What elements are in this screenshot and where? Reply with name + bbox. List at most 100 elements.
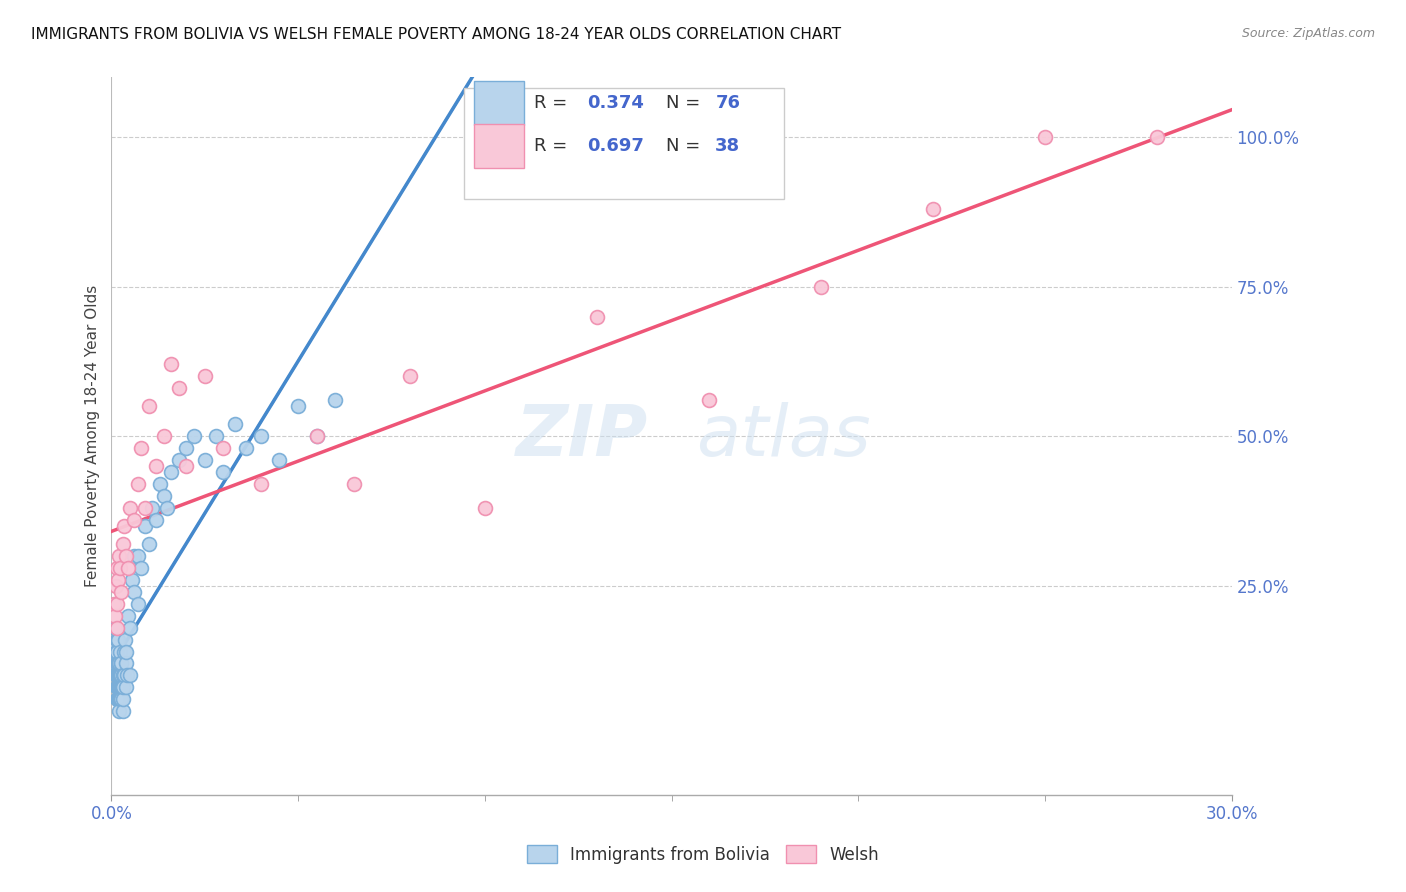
Text: 0.697: 0.697	[588, 137, 644, 155]
Point	[104, 621, 127, 635]
Point	[212, 441, 235, 455]
Point	[141, 501, 163, 516]
Text: 76: 76	[716, 94, 741, 112]
Legend: Immigrants from Bolivia, Welsh: Immigrants from Bolivia, Welsh	[520, 838, 886, 871]
Point	[127, 549, 149, 563]
Point	[104, 657, 127, 671]
Point	[399, 369, 422, 384]
Text: R =: R =	[534, 137, 572, 155]
Point	[194, 369, 217, 384]
Y-axis label: Female Poverty Among 18-24 Year Olds: Female Poverty Among 18-24 Year Olds	[86, 285, 100, 587]
Point	[145, 513, 167, 527]
Point	[107, 632, 129, 647]
Point	[1033, 130, 1056, 145]
Point	[145, 459, 167, 474]
Point	[167, 453, 190, 467]
Point	[105, 657, 128, 671]
Point	[105, 681, 128, 695]
Point	[114, 657, 136, 671]
Point	[115, 681, 138, 695]
Point	[474, 501, 496, 516]
Point	[122, 513, 145, 527]
Point	[122, 584, 145, 599]
Point	[104, 608, 127, 623]
Point	[107, 657, 129, 671]
Point	[110, 668, 132, 682]
Point	[194, 453, 217, 467]
Point	[114, 632, 136, 647]
Point	[138, 537, 160, 551]
Point	[105, 621, 128, 635]
Point	[1146, 130, 1168, 145]
Point	[107, 668, 129, 682]
Point	[108, 549, 131, 563]
Point	[183, 429, 205, 443]
FancyBboxPatch shape	[474, 81, 523, 125]
Text: N =: N =	[666, 94, 706, 112]
Point	[104, 579, 127, 593]
Point	[138, 400, 160, 414]
Point	[697, 393, 720, 408]
Point	[205, 429, 228, 443]
Point	[810, 279, 832, 293]
Point	[108, 561, 131, 575]
Point	[120, 621, 142, 635]
Point	[108, 657, 131, 671]
Point	[117, 608, 139, 623]
Point	[149, 477, 172, 491]
Point	[120, 501, 142, 516]
Point	[110, 692, 132, 706]
Point	[156, 501, 179, 516]
Point	[110, 681, 132, 695]
Point	[108, 681, 131, 695]
Point	[114, 519, 136, 533]
Point	[287, 400, 309, 414]
Point	[103, 639, 125, 653]
Point	[249, 477, 271, 491]
Point	[129, 561, 152, 575]
Point	[167, 381, 190, 395]
Point	[127, 597, 149, 611]
Point	[105, 668, 128, 682]
Point	[110, 584, 132, 599]
Point	[152, 429, 174, 443]
Point	[269, 453, 291, 467]
FancyBboxPatch shape	[464, 88, 783, 200]
Point	[249, 429, 271, 443]
Point	[111, 704, 134, 718]
Point	[134, 519, 156, 533]
Point	[134, 501, 156, 516]
Point	[129, 441, 152, 455]
Point	[212, 465, 235, 479]
Point	[103, 597, 125, 611]
Point	[108, 704, 131, 718]
Point	[105, 597, 128, 611]
Point	[111, 668, 134, 682]
Point	[108, 681, 131, 695]
Point	[105, 681, 128, 695]
Point	[105, 561, 128, 575]
Point	[115, 549, 138, 563]
Point	[121, 573, 143, 587]
Point	[160, 358, 183, 372]
Point	[160, 465, 183, 479]
Text: N =: N =	[666, 137, 706, 155]
Point	[343, 477, 366, 491]
Text: IMMIGRANTS FROM BOLIVIA VS WELSH FEMALE POVERTY AMONG 18-24 YEAR OLDS CORRELATIO: IMMIGRANTS FROM BOLIVIA VS WELSH FEMALE …	[31, 27, 841, 42]
Point	[111, 681, 134, 695]
Point	[112, 644, 135, 658]
Point	[174, 459, 197, 474]
Text: 0.374: 0.374	[588, 94, 644, 112]
Point	[105, 644, 128, 658]
Point	[305, 429, 328, 443]
Point	[108, 692, 131, 706]
Text: 38: 38	[716, 137, 741, 155]
Point	[325, 393, 347, 408]
Point	[107, 692, 129, 706]
Point	[108, 644, 131, 658]
Point	[174, 441, 197, 455]
Text: R =: R =	[534, 94, 572, 112]
Point	[110, 657, 132, 671]
Point	[115, 668, 138, 682]
Point	[224, 417, 246, 432]
